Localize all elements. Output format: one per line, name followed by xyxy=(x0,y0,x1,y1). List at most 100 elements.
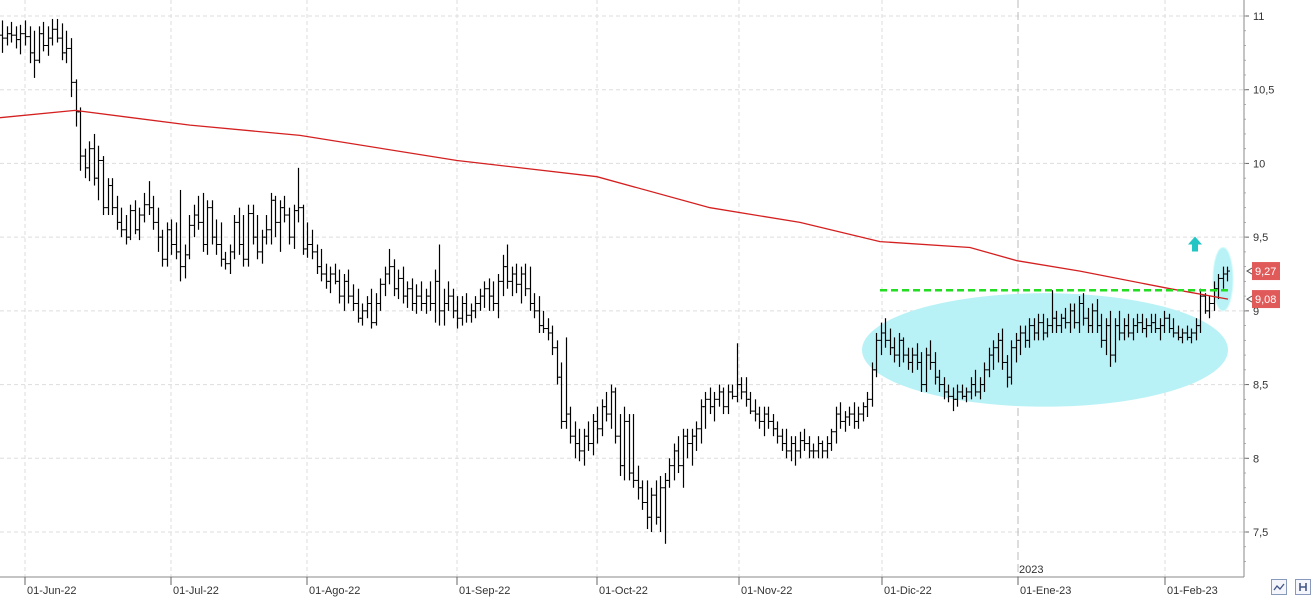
ohlc-bar xyxy=(1135,313,1140,333)
ohlc-bar xyxy=(205,200,210,255)
price-tag-label: 9,27 xyxy=(1255,266,1276,278)
ohlc-bar xyxy=(717,384,722,407)
ohlc-bar xyxy=(1072,303,1077,329)
ohlc-bar xyxy=(555,340,560,385)
ohlc-bar xyxy=(264,215,269,245)
ohlc-bar xyxy=(292,204,297,249)
y-tick-label: 9,5 xyxy=(1253,232,1268,244)
ohlc-bar xyxy=(973,369,978,397)
ohlc-bar xyxy=(1225,266,1230,282)
ohlc-bar xyxy=(273,195,278,238)
price-tag-box xyxy=(1252,290,1280,309)
moving-average-line xyxy=(0,109,1229,300)
ohlc-bar xyxy=(414,284,419,314)
ohlc-bar xyxy=(187,215,192,260)
ohlc-bar xyxy=(667,458,672,488)
ohlc-bar xyxy=(41,21,46,52)
ohlc-bar xyxy=(69,38,74,98)
ohlc-bar xyxy=(595,406,600,444)
ohlc-bar xyxy=(378,278,383,311)
ohlc-bar xyxy=(622,406,627,481)
ohlc-bar xyxy=(1216,274,1221,300)
ohlc-bar xyxy=(798,431,803,459)
ohlc-bar xyxy=(433,269,438,323)
ohlc-bar xyxy=(1108,310,1113,367)
ohlc-bar xyxy=(496,274,501,319)
help-icon[interactable] xyxy=(1295,579,1311,595)
ohlc-bar xyxy=(1126,313,1131,338)
ohlc-bar xyxy=(491,281,496,311)
ohlc-bar xyxy=(255,215,260,260)
ohlc-bar xyxy=(829,428,834,451)
price-bars xyxy=(0,18,1230,544)
ohlc-bar xyxy=(124,215,129,245)
chart-type-toggle-icon[interactable] xyxy=(1271,579,1287,595)
ohlc-bar xyxy=(1153,313,1158,333)
ohlc-bar xyxy=(128,204,133,241)
ohlc-bar xyxy=(214,219,219,255)
ohlc-bar xyxy=(514,263,519,294)
ohlc-bar xyxy=(730,384,735,400)
ohlc-bar xyxy=(74,79,79,127)
ohlc-bar xyxy=(346,269,351,304)
ohlc-bar xyxy=(636,465,641,500)
ohlc-bar xyxy=(1027,318,1032,348)
ohlc-bar xyxy=(428,281,433,311)
ohlc-bar xyxy=(694,421,699,451)
ohlc-bar xyxy=(232,215,237,260)
ohlc-bar xyxy=(775,421,780,444)
ohlc-bar xyxy=(609,384,614,429)
ohlc-bar xyxy=(196,195,201,230)
ohlc-bar xyxy=(23,20,28,46)
ohlc-bar xyxy=(541,310,546,333)
ohlc-bar xyxy=(847,406,852,426)
ohlc-bar xyxy=(310,229,315,260)
ohlc-bar xyxy=(315,244,320,274)
ohlc-bar xyxy=(820,440,825,459)
ohlc-bar xyxy=(174,222,179,260)
ohlc-bar xyxy=(505,244,510,289)
x-tick-label: 01-Dic-22 xyxy=(884,585,932,597)
ohlc-bar xyxy=(780,428,785,451)
ohlc-bar xyxy=(237,207,242,255)
ohlc-bar xyxy=(708,387,713,415)
ohlc-bar xyxy=(301,204,306,255)
ohlc-bar xyxy=(721,387,726,415)
ohlc-bar xyxy=(928,340,933,370)
ohlc-bar xyxy=(582,428,587,466)
ohlc-bar xyxy=(982,362,987,392)
ohlc-bar xyxy=(451,288,456,319)
ohlc-bar xyxy=(383,266,388,297)
ohlc-bar xyxy=(762,406,767,437)
x-tick-label: 01-Feb-23 xyxy=(1167,585,1218,597)
ohlc-bar xyxy=(1207,296,1212,319)
ohlc-bar xyxy=(356,288,361,323)
ohlc-bar xyxy=(165,222,170,267)
y-tick-label: 10 xyxy=(1253,158,1265,170)
ohlc-bar xyxy=(469,303,474,323)
ohlc-bar xyxy=(0,20,5,53)
ohlc-bar xyxy=(676,436,681,474)
ohlc-bar xyxy=(537,296,542,333)
ohlc-bar xyxy=(192,204,197,238)
ohlc-bar xyxy=(201,192,206,252)
ohlc-bar xyxy=(834,406,839,444)
ohlc-bar xyxy=(1099,313,1104,348)
ohlc-bar xyxy=(396,269,401,300)
ohlc-bar xyxy=(1180,328,1185,344)
ohlc-bar xyxy=(478,288,483,311)
price-tag-box xyxy=(1252,262,1280,281)
ohlc-bar xyxy=(703,391,708,429)
ohlc-bar xyxy=(640,480,645,510)
axes: 7,5 8 8,5 9 9,5 10 10,5 11 01-Jun-22 01-Jul-22 01-… xyxy=(0,0,1280,597)
ohlc-bar xyxy=(1054,310,1059,333)
ohlc-bar xyxy=(133,200,138,235)
ohlc-bar xyxy=(32,30,37,78)
ohlc-bar xyxy=(342,274,347,311)
price-tag-pointer xyxy=(1246,295,1253,303)
ohlc-bar xyxy=(410,278,415,311)
ohlc-bar xyxy=(663,473,668,544)
ohlc-bar xyxy=(519,266,524,304)
ohlc-bar xyxy=(892,337,897,363)
